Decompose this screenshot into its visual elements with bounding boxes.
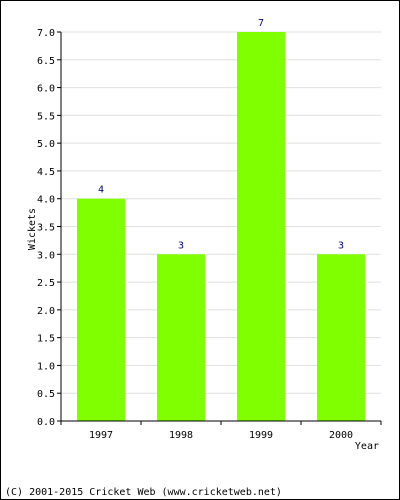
- y-tick-label: 3.0: [37, 250, 55, 261]
- bar-data-label: 3: [338, 240, 344, 251]
- bar: [237, 32, 285, 421]
- y-tick-label: 5.5: [37, 111, 55, 122]
- y-tick-label: 2.5: [37, 278, 55, 289]
- ticks: [57, 31, 382, 425]
- y-tick-label: 1.5: [37, 334, 55, 345]
- x-tick-label: 1997: [89, 430, 113, 441]
- y-tick-label: 0.5: [37, 389, 55, 400]
- y-tick-label: 5.0: [37, 139, 55, 150]
- x-tick-label: 1998: [169, 430, 193, 441]
- x-axis-title: Year: [355, 441, 379, 452]
- bar: [77, 198, 125, 421]
- x-tick-label: 2000: [329, 430, 353, 441]
- y-tick-label: 4.5: [37, 167, 55, 178]
- bar: [317, 254, 365, 421]
- x-tick-label: 1999: [249, 430, 273, 441]
- bar-data-label: 3: [178, 240, 184, 251]
- copyright-footer: (C) 2001-2015 Cricket Web (www.cricketwe…: [5, 487, 282, 498]
- labels: 0.0 0.5 1.0 1.5 2.0 2.5 3.0 3.5 4.0 4.5 5.0 5.5 6.0 6…: [37, 18, 353, 441]
- y-tick-label: 3.5: [37, 223, 55, 234]
- y-axis-title: Wickets: [27, 208, 38, 250]
- y-tick-label: 6.5: [37, 56, 55, 67]
- y-tick-label: 2.0: [37, 306, 55, 317]
- y-tick-label: 4.0: [37, 195, 55, 206]
- y-tick-label: 0.0: [37, 417, 55, 428]
- bar-data-label: 7: [258, 18, 264, 29]
- bars: [77, 32, 365, 421]
- y-tick-label: 6.0: [37, 84, 55, 95]
- y-tick-label: 1.0: [37, 361, 55, 372]
- bar-data-label: 4: [98, 185, 104, 196]
- y-tick-label: 7.0: [37, 28, 55, 39]
- bar: [157, 254, 205, 421]
